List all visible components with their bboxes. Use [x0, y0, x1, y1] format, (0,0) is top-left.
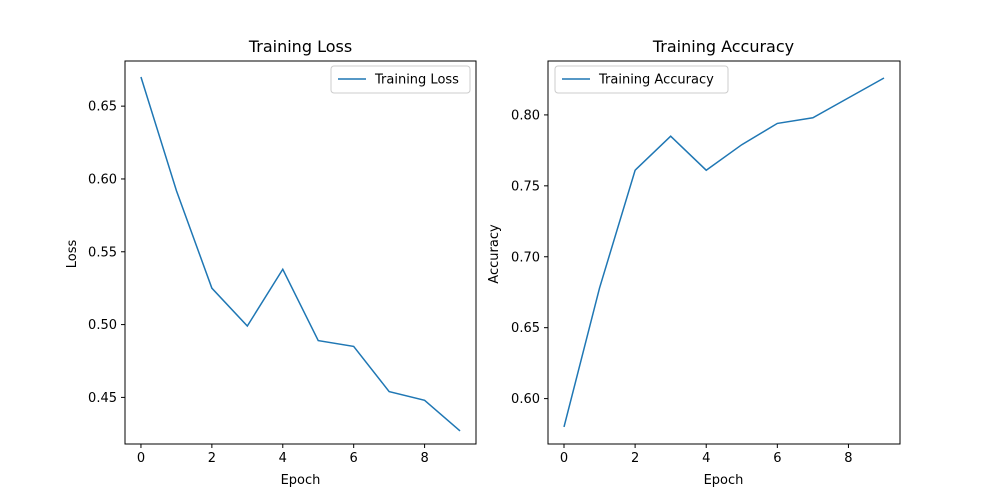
loss-data-point — [388, 391, 390, 393]
loss-legend: Training Loss — [330, 65, 471, 94]
accuracy-x-tick-label: 8 — [844, 451, 852, 466]
loss-x-tick-label: 4 — [279, 451, 287, 466]
accuracy-y-tick-label: 0.80 — [511, 108, 540, 123]
accuracy-legend-label: Training Accuracy — [598, 73, 714, 88]
accuracy-data-point — [705, 169, 707, 171]
accuracy-x-axis-label: Epoch — [704, 473, 744, 488]
loss-data-point — [317, 340, 319, 342]
accuracy-series-line — [563, 77, 885, 428]
accuracy-data-point — [883, 77, 885, 79]
loss-plot-frame — [124, 60, 477, 445]
loss-y-tick-label: 0.45 — [88, 391, 117, 406]
loss-x-tick-label: 8 — [420, 451, 428, 466]
loss-data-point — [175, 190, 177, 192]
accuracy-data-point — [847, 97, 849, 99]
accuracy-y-ticks: 0.60 0.65 0.70 0.75 0.80 — [511, 108, 548, 407]
loss-chart-title: Training Loss — [248, 37, 352, 56]
loss-y-axis-label: Loss — [65, 240, 80, 269]
accuracy-data-point — [599, 287, 601, 289]
accuracy-y-tick-label: 0.65 — [511, 321, 540, 336]
accuracy-y-axis-label: Accuracy — [487, 224, 502, 284]
accuracy-chart-title: Training Accuracy — [652, 37, 794, 56]
loss-data-point — [459, 430, 461, 432]
accuracy-y-tick-label: 0.70 — [511, 250, 540, 265]
accuracy-data-point — [776, 122, 778, 124]
loss-y-tick-label: 0.60 — [88, 172, 117, 187]
loss-y-tick-label: 0.55 — [88, 245, 117, 260]
loss-y-tick-label: 0.50 — [88, 318, 117, 333]
loss-chart: Training Loss 0 2 4 6 8 0.45 0.50 0.55 0.60 0.65… — [65, 37, 477, 488]
accuracy-x-tick-label: 2 — [631, 451, 639, 466]
loss-y-tick-label: 0.65 — [88, 100, 117, 115]
accuracy-plot-frame — [547, 60, 901, 445]
accuracy-data-point — [634, 169, 636, 171]
loss-series-line — [140, 76, 461, 432]
accuracy-x-tick-label: 0 — [560, 451, 568, 466]
loss-x-tick-label: 0 — [137, 451, 145, 466]
loss-x-tick-label: 6 — [350, 451, 358, 466]
loss-legend-box — [330, 65, 471, 94]
loss-data-point — [282, 268, 284, 270]
loss-x-axis-label: Epoch — [281, 473, 321, 488]
loss-x-ticks: 0 2 4 6 8 — [137, 444, 429, 466]
loss-data-point — [353, 345, 355, 347]
accuracy-data-point — [812, 117, 814, 119]
loss-x-tick-label: 2 — [208, 451, 216, 466]
accuracy-x-tick-label: 6 — [773, 451, 781, 466]
accuracy-legend: Training Accuracy — [554, 65, 729, 94]
accuracy-x-tick-label: 4 — [702, 451, 710, 466]
accuracy-data-point — [741, 144, 743, 146]
accuracy-data-point — [670, 135, 672, 137]
loss-data-point — [246, 325, 248, 327]
loss-data-point — [211, 287, 213, 289]
accuracy-legend-box — [554, 65, 729, 94]
accuracy-y-tick-label: 0.60 — [511, 392, 540, 407]
loss-legend-label: Training Loss — [374, 73, 459, 88]
accuracy-x-ticks: 0 2 4 6 8 — [560, 444, 853, 466]
accuracy-y-tick-label: 0.75 — [511, 179, 540, 194]
loss-data-point — [140, 76, 142, 78]
accuracy-data-point — [563, 426, 565, 428]
loss-y-ticks: 0.45 0.50 0.55 0.60 0.65 — [88, 100, 125, 406]
accuracy-chart: Training Accuracy 0 2 4 6 8 0.60 0.65 0.70 0.75… — [487, 37, 901, 488]
loss-data-point — [424, 399, 426, 401]
